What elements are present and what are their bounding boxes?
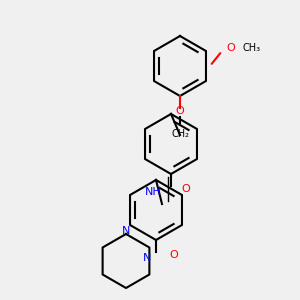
Text: N: N: [122, 226, 130, 236]
Text: O: O: [182, 184, 190, 194]
Text: NH: NH: [145, 187, 161, 197]
Text: O: O: [226, 43, 236, 53]
Text: CH₃: CH₃: [243, 43, 261, 53]
Text: N: N: [143, 253, 151, 263]
Text: O: O: [176, 106, 184, 116]
Text: O: O: [169, 250, 178, 260]
Text: CH₂: CH₂: [171, 129, 189, 139]
